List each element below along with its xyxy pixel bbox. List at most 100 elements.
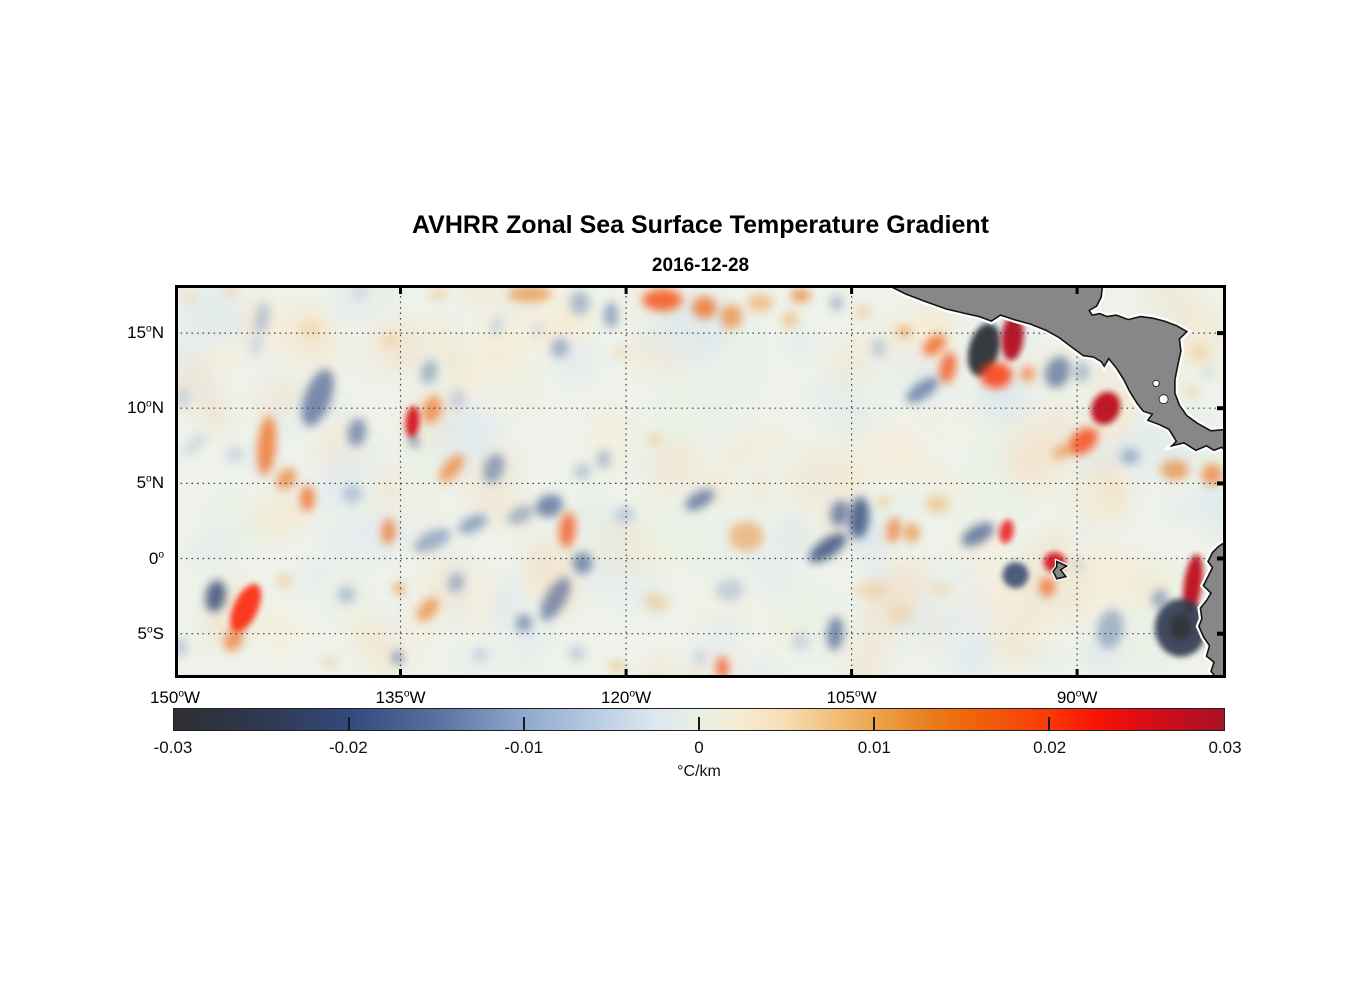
colorbar-tick bbox=[522, 717, 525, 730]
gradient-blob bbox=[604, 302, 618, 329]
sst-gradient-features bbox=[175, 286, 1224, 678]
gradient-blob bbox=[746, 294, 773, 312]
gradient-blob bbox=[223, 286, 238, 296]
gradient-blob bbox=[351, 286, 368, 299]
colorbar-tick bbox=[698, 717, 700, 730]
colorbar-tick-label: 0.02 bbox=[1033, 738, 1067, 757]
gradient-blob bbox=[848, 496, 870, 539]
gradient-blob bbox=[227, 446, 244, 463]
gradient-blob bbox=[692, 296, 717, 319]
y-tick-label: 10oN bbox=[127, 398, 164, 418]
gradient-blob bbox=[1052, 443, 1072, 460]
landmass-south-america bbox=[1198, 540, 1226, 678]
x-tick-label: 105oW bbox=[826, 688, 877, 707]
gradient-blob bbox=[420, 360, 438, 384]
gradient-blob bbox=[223, 628, 244, 652]
gradient-blob bbox=[490, 315, 504, 336]
gradient-blob bbox=[257, 415, 277, 476]
colorbar-tick-label: -0.02 bbox=[328, 738, 368, 757]
map-plot-area bbox=[166, 285, 1226, 678]
plot-border bbox=[175, 285, 1226, 678]
gradient-blob bbox=[643, 592, 669, 612]
gradient-blob bbox=[382, 334, 398, 347]
gradient-blob bbox=[830, 500, 849, 527]
gradient-blob bbox=[1119, 448, 1140, 465]
gradient-blob bbox=[507, 505, 534, 525]
gradient-blob bbox=[854, 305, 871, 320]
gradient-blob bbox=[181, 291, 196, 303]
gradient-blob bbox=[530, 323, 545, 338]
gradient-blob bbox=[347, 418, 367, 447]
gradient-blob bbox=[449, 389, 466, 410]
gradient-blob bbox=[337, 585, 356, 604]
gradient-blob bbox=[409, 435, 420, 448]
gradient-blob bbox=[1002, 562, 1029, 589]
colorbar bbox=[173, 708, 1225, 731]
gradient-blob bbox=[391, 649, 404, 666]
gradient-blob bbox=[1096, 609, 1124, 650]
gradient-blob bbox=[301, 369, 334, 427]
gradient-blob bbox=[903, 523, 920, 543]
gradient-blob bbox=[457, 514, 488, 534]
gradient-blob bbox=[685, 489, 715, 511]
colorbar-tick-label: 0.03 bbox=[1208, 738, 1242, 757]
gradient-blob bbox=[1189, 344, 1208, 361]
gradient-blob bbox=[790, 288, 811, 303]
gradient-blob bbox=[429, 289, 448, 299]
gradient-blob bbox=[300, 323, 321, 338]
gradient-blob bbox=[716, 656, 729, 678]
gradient-blob bbox=[782, 311, 798, 328]
gradient-blob bbox=[405, 405, 420, 438]
gradient-blob bbox=[855, 581, 888, 600]
gradient-blob bbox=[1151, 589, 1168, 610]
gradient-blob bbox=[961, 522, 995, 547]
gradient-blob bbox=[791, 632, 810, 651]
gradient-blob bbox=[808, 533, 847, 563]
gradient-blob bbox=[568, 645, 585, 662]
y-tick-label: 0o bbox=[148, 548, 164, 568]
y-tick-label: 5oN bbox=[136, 473, 164, 493]
gradient-blob bbox=[939, 351, 957, 384]
gradient-blob bbox=[614, 506, 635, 524]
gradient-blob bbox=[1068, 427, 1099, 456]
gradient-blob bbox=[1169, 613, 1192, 640]
gradient-blob bbox=[596, 449, 611, 470]
chart-title: AVHRR Zonal Sea Surface Temperature Grad… bbox=[411, 211, 989, 239]
gradient-blob bbox=[923, 334, 946, 356]
gradient-blob bbox=[254, 302, 270, 334]
gradient-blob bbox=[613, 346, 628, 359]
colorbar-tick bbox=[348, 717, 351, 730]
gradient-blob bbox=[205, 580, 226, 612]
gradient-blob bbox=[930, 581, 951, 596]
gradient-blob bbox=[507, 286, 552, 302]
gradient-blob bbox=[182, 433, 207, 455]
gradient-blob bbox=[550, 338, 570, 358]
gradient-blob bbox=[413, 528, 451, 553]
gradient-blob bbox=[540, 577, 571, 621]
y-tick-label: 15oN bbox=[127, 323, 164, 343]
x-tick-label: 90oW bbox=[1056, 688, 1098, 707]
gradient-blob bbox=[646, 432, 663, 447]
gradient-blob bbox=[381, 518, 396, 545]
gradient-blob bbox=[573, 463, 592, 480]
gradient-blob bbox=[693, 650, 706, 665]
gradient-blob bbox=[276, 574, 293, 589]
gradient-blob bbox=[871, 339, 886, 358]
chart-date-subtitle: 2016-12-28 bbox=[651, 255, 750, 276]
gradient-blob bbox=[999, 519, 1014, 544]
gradient-blob bbox=[876, 495, 891, 508]
gradient-blob bbox=[1039, 577, 1056, 598]
colorbar-tick-label: 0 bbox=[694, 738, 704, 757]
lake bbox=[1158, 394, 1169, 405]
gradient-blob bbox=[483, 453, 505, 483]
gradient-blob bbox=[416, 597, 439, 622]
gradient-blob bbox=[393, 581, 405, 596]
gradient-blob bbox=[925, 495, 950, 514]
gradient-blob bbox=[642, 289, 683, 311]
gradient-blob bbox=[230, 583, 262, 633]
gradient-blob bbox=[897, 325, 912, 338]
gradient-blob bbox=[980, 362, 1012, 389]
gradient-blob bbox=[275, 468, 297, 490]
gradient-blob bbox=[515, 614, 532, 633]
